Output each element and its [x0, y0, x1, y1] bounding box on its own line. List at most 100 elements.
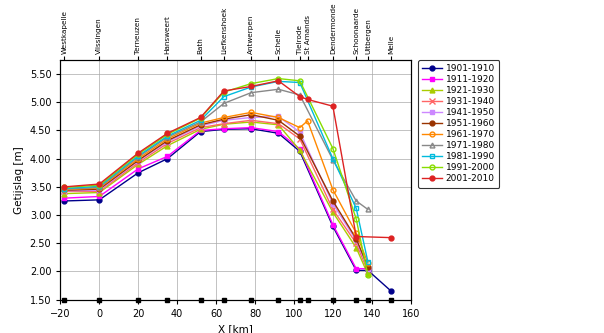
1961-1970	[164, 137, 171, 141]
1951-1960	[135, 159, 142, 163]
Y-axis label: Getijslag [m]: Getijslag [m]	[14, 146, 24, 214]
1941-1950	[164, 140, 171, 144]
1961-1970	[329, 188, 336, 192]
1961-1970	[95, 186, 103, 190]
1911-1920	[95, 194, 103, 198]
1911-1920	[60, 196, 68, 200]
1901-1910	[220, 127, 228, 131]
1981-1990	[164, 134, 171, 138]
1911-1920	[220, 127, 228, 131]
1961-1970	[275, 116, 282, 120]
2001-2010	[329, 104, 336, 108]
1941-1950	[248, 116, 255, 120]
1961-1970	[304, 119, 311, 123]
1991-2000	[248, 82, 255, 86]
1951-1960	[248, 113, 255, 117]
1911-1920	[164, 155, 171, 159]
Line: 1971-1980: 1971-1980	[62, 87, 370, 212]
1911-1920	[248, 126, 255, 130]
1991-2000	[364, 273, 371, 277]
1961-1970	[220, 116, 228, 120]
1981-1990	[197, 118, 204, 122]
2001-2010	[197, 116, 204, 120]
Line: 2001-2010: 2001-2010	[62, 78, 394, 240]
1951-1960	[275, 118, 282, 122]
1921-1930	[353, 246, 360, 250]
1921-1930	[296, 148, 303, 152]
1951-1960	[60, 188, 68, 192]
2001-2010	[95, 182, 103, 186]
1981-1990	[220, 95, 228, 99]
1991-2000	[296, 79, 303, 83]
2001-2010	[388, 236, 395, 240]
2001-2010	[220, 89, 228, 93]
1971-1980	[296, 93, 303, 97]
1921-1930	[220, 122, 228, 126]
1911-1920	[275, 130, 282, 134]
1931-1940	[248, 118, 255, 122]
1931-1940	[197, 126, 204, 130]
Line: 1991-2000: 1991-2000	[62, 76, 370, 278]
1921-1930	[95, 190, 103, 194]
1961-1970	[353, 231, 360, 235]
1951-1960	[220, 117, 228, 121]
1931-1940	[364, 269, 371, 273]
1971-1980	[329, 158, 336, 162]
1971-1980	[60, 187, 68, 191]
1971-1980	[248, 91, 255, 95]
1921-1930	[248, 120, 255, 124]
Legend: 1901-1910, 1911-1920, 1921-1930, 1931-1940, 1941-1950, 1951-1960, 1961-1970, 197: 1901-1910, 1911-1920, 1921-1930, 1931-19…	[418, 60, 500, 188]
1951-1960	[353, 237, 360, 241]
1901-1910	[197, 130, 204, 134]
1941-1950	[197, 124, 204, 128]
1901-1910	[164, 157, 171, 161]
1971-1980	[353, 199, 360, 203]
1901-1910	[296, 149, 303, 153]
1931-1940	[164, 142, 171, 146]
1951-1960	[329, 199, 336, 203]
1901-1910	[248, 127, 255, 131]
1921-1930	[164, 144, 171, 148]
1941-1950	[353, 238, 360, 242]
1981-1990	[353, 206, 360, 210]
1941-1950	[275, 114, 282, 118]
1911-1920	[197, 129, 204, 133]
2001-2010	[60, 185, 68, 189]
1931-1940	[353, 241, 360, 245]
1981-1990	[275, 79, 282, 83]
Line: 1981-1990: 1981-1990	[62, 79, 370, 264]
1961-1970	[60, 188, 68, 192]
1941-1950	[220, 118, 228, 122]
Line: 1951-1960: 1951-1960	[62, 112, 370, 269]
1921-1930	[275, 123, 282, 127]
1951-1960	[164, 139, 171, 143]
1901-1910	[95, 198, 103, 202]
1931-1940	[135, 161, 142, 165]
1991-2000	[353, 217, 360, 221]
1981-1990	[135, 154, 142, 158]
1931-1940	[95, 189, 103, 193]
1991-2000	[95, 183, 103, 187]
Line: 1961-1970: 1961-1970	[62, 110, 370, 265]
1901-1910	[364, 268, 371, 272]
1981-1990	[296, 81, 303, 85]
2001-2010	[296, 95, 303, 99]
1921-1930	[60, 192, 68, 196]
2001-2010	[135, 151, 142, 155]
1941-1950	[364, 267, 371, 271]
2001-2010	[304, 98, 311, 102]
1901-1910	[135, 171, 142, 175]
1971-1980	[220, 101, 228, 105]
1921-1930	[135, 162, 142, 166]
1941-1950	[329, 202, 336, 206]
1981-1990	[329, 157, 336, 161]
1931-1940	[220, 122, 228, 126]
2001-2010	[275, 79, 282, 83]
1931-1940	[329, 207, 336, 211]
1941-1950	[60, 189, 68, 193]
1931-1940	[296, 137, 303, 141]
X-axis label: X [km]: X [km]	[218, 324, 253, 333]
1951-1960	[197, 123, 204, 127]
1911-1920	[364, 267, 371, 271]
1931-1940	[60, 189, 68, 193]
